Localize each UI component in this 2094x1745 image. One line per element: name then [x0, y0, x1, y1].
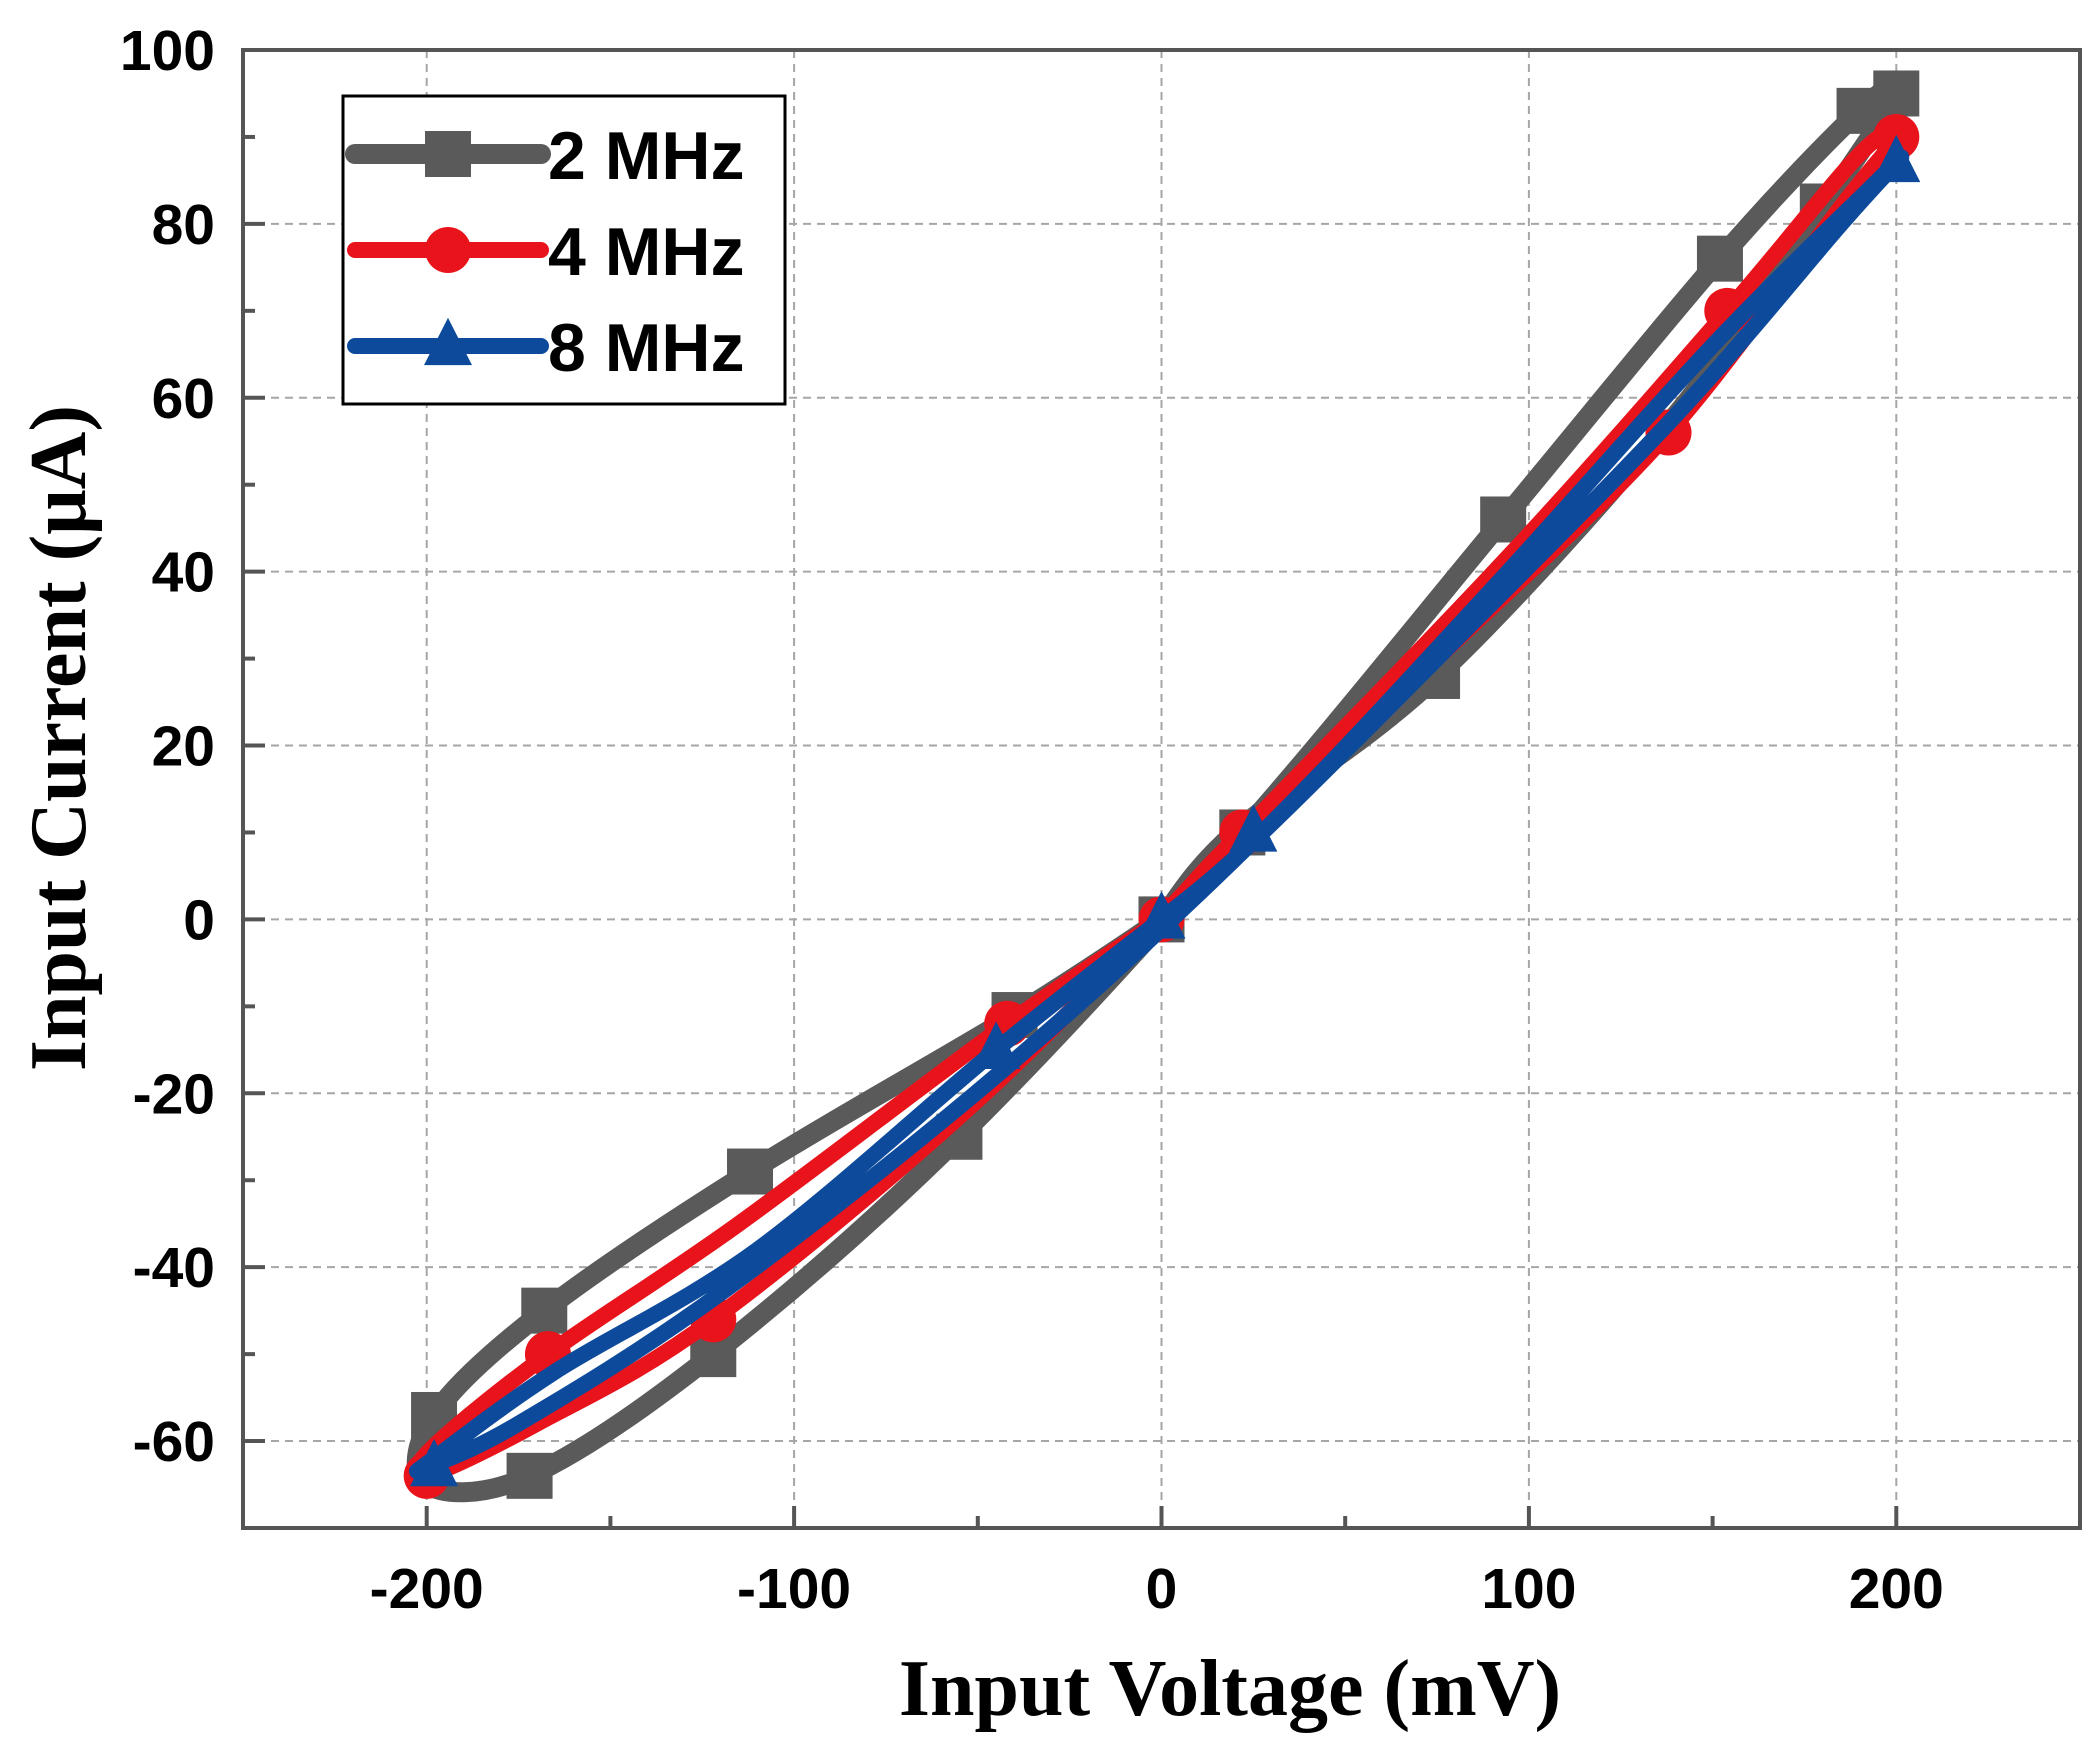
legend-item-4-mhz: 4 MHz: [347, 214, 744, 290]
data-point-2-mhz: [1696, 235, 1743, 282]
y-tick-label: 60: [152, 367, 215, 431]
legend-marker: [425, 227, 471, 273]
y-tick-label: -40: [133, 1236, 215, 1300]
legend-item-8-mhz: 8 MHz: [347, 310, 744, 386]
x-tick-label: 0: [1146, 1557, 1178, 1621]
y-axis-title: Input Current (μA): [15, 405, 103, 1071]
legend-label: 8 MHz: [548, 310, 744, 386]
legend: 2 MHz 4 MHz 8 MHz: [341, 94, 787, 406]
legend-label: 4 MHz: [548, 214, 744, 290]
axes: [241, 48, 2082, 1530]
y-tick-label: 20: [152, 715, 215, 779]
y-tick-label: 40: [152, 541, 215, 605]
y-tick-label: -20: [133, 1062, 215, 1126]
legend-marker: [424, 317, 472, 366]
x-tick-label: 100: [1481, 1557, 1576, 1621]
y-tick-label: 0: [183, 888, 215, 952]
legend-marker: [425, 131, 471, 177]
series-8-mhz: [409, 134, 1921, 1487]
data-point-8-mhz: [1872, 134, 1921, 183]
x-tick-label: -200: [370, 1557, 484, 1621]
legend-item-2-mhz: 2 MHz: [345, 118, 744, 194]
data-point-8-mhz: [1229, 804, 1278, 852]
x-tick-label: 200: [1849, 1557, 1944, 1621]
y-tick-label: 100: [120, 19, 215, 83]
data-point-2-mhz: [1836, 87, 1883, 134]
y-tick-label: -60: [133, 1410, 215, 1474]
y-tick-label: 80: [152, 193, 215, 257]
legend-label: 2 MHz: [548, 118, 744, 194]
data-point-8-mhz: [1137, 891, 1186, 939]
data-point-8-mhz: [410, 1438, 459, 1487]
data-point-2-mhz: [521, 1287, 568, 1334]
data-point-8-mhz: [972, 1021, 1021, 1069]
data-point-2-mhz: [506, 1452, 553, 1499]
x-axis-title: Input Voltage (mV): [899, 1645, 1561, 1733]
x-tick-label: -100: [737, 1557, 851, 1621]
series-layer: [403, 70, 1921, 1503]
data-point-2-mhz: [727, 1148, 774, 1195]
